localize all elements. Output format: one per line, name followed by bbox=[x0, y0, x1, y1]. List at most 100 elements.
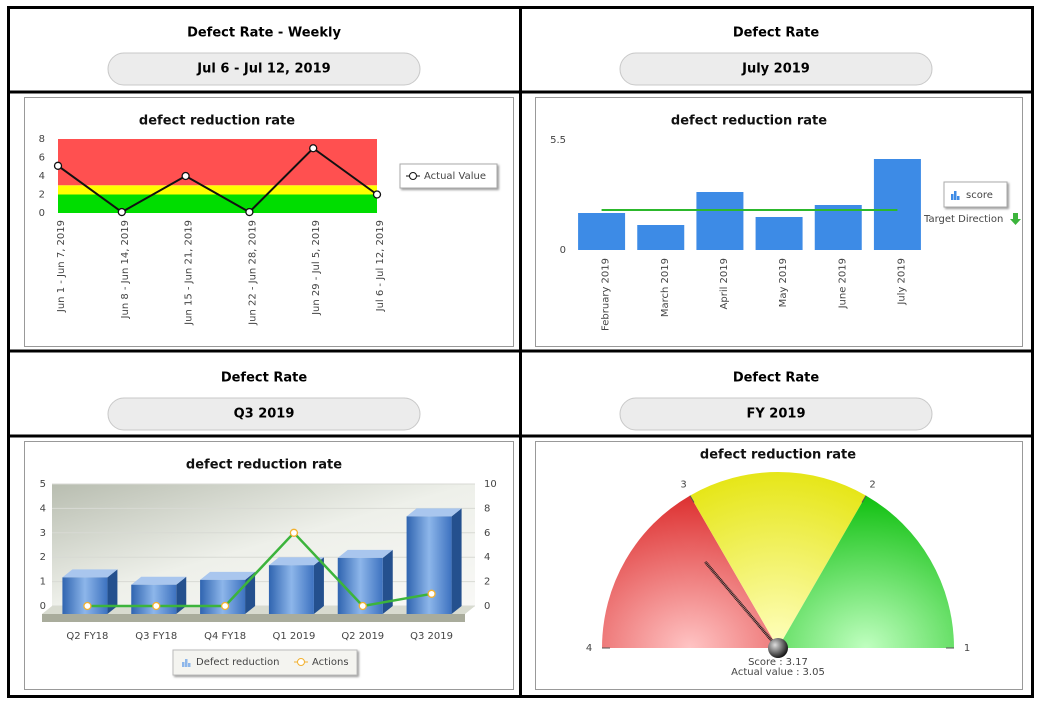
x-tick-label: July 2019 bbox=[896, 258, 907, 306]
tick-label: 4 bbox=[586, 643, 592, 654]
bar-top bbox=[200, 571, 256, 580]
x-tick-label: Jun 1 - Jun 7, 2019 bbox=[56, 220, 67, 313]
panel-title: Defect Rate bbox=[733, 371, 820, 386]
bar-side bbox=[107, 569, 118, 614]
point bbox=[117, 207, 126, 217]
y-tick-label: 6 bbox=[39, 153, 45, 164]
chart-title: defect reduction rate bbox=[186, 458, 342, 473]
bar-top bbox=[337, 549, 393, 558]
legend-box bbox=[172, 649, 358, 676]
score-text: Score :3.17 bbox=[748, 657, 808, 668]
series-line bbox=[57, 146, 378, 214]
x-tick-label: Jun 15 - Jun 21, 2019 bbox=[184, 220, 195, 326]
x-tick-label: April 2019 bbox=[719, 258, 730, 309]
x-tick-label: Jun 22 - Jun 28, 2019 bbox=[247, 220, 258, 326]
chart-box bbox=[24, 441, 514, 690]
chart-title: defect reduction rate bbox=[139, 114, 295, 129]
period-label: Jul 6 - Jul 12, 2019 bbox=[196, 62, 330, 77]
floor-edge bbox=[42, 614, 465, 622]
y-tick-label: 0 bbox=[39, 208, 45, 219]
chart-title: defect reduction rate bbox=[700, 448, 856, 463]
x-tick-label: Q2 FY18 bbox=[66, 631, 108, 642]
point bbox=[53, 161, 63, 170]
series-line bbox=[87, 530, 432, 608]
bar bbox=[696, 192, 744, 250]
legend-icon bbox=[954, 191, 957, 200]
bar-side bbox=[451, 508, 462, 614]
period-label: Q3 2019 bbox=[234, 407, 295, 422]
bar-top bbox=[131, 576, 187, 585]
legend-marker bbox=[409, 172, 417, 180]
x-tick-label: Q3 2019 bbox=[410, 631, 453, 642]
target-arrow bbox=[1010, 213, 1021, 225]
legend-icon bbox=[182, 662, 185, 667]
y2-tick-label: 6 bbox=[484, 528, 490, 539]
x-tick-label: Jul 6 - Jul 12, 2019 bbox=[375, 220, 386, 312]
bar-top bbox=[406, 508, 462, 517]
bar bbox=[755, 217, 803, 250]
x-tick-label: February 2019 bbox=[601, 258, 612, 331]
legend-label: Actions bbox=[312, 657, 349, 668]
bar-top bbox=[268, 557, 324, 566]
band bbox=[58, 139, 377, 186]
legend-label: Defect reduction bbox=[196, 657, 280, 668]
chart-box bbox=[535, 441, 1023, 690]
y2-tick-label: 10 bbox=[484, 479, 497, 490]
actual-text: Actual value : 3.05 bbox=[731, 667, 825, 678]
tick-label: 3 bbox=[680, 479, 686, 490]
y2-tick-label: 0 bbox=[484, 601, 490, 612]
chart-title: defect reduction rate bbox=[671, 114, 827, 129]
point bbox=[309, 144, 318, 153]
score-value: 3.17 bbox=[786, 657, 808, 668]
point bbox=[289, 528, 299, 537]
gauge-band bbox=[690, 472, 866, 648]
chart-box bbox=[24, 97, 514, 347]
bar bbox=[814, 205, 862, 250]
x-tick-label: Jun 8 - Jun 14, 2019 bbox=[120, 220, 131, 319]
point bbox=[220, 601, 230, 611]
x-tick-label: Q2 2019 bbox=[341, 631, 384, 642]
y-tick-label: 2 bbox=[40, 552, 46, 563]
bar bbox=[406, 516, 452, 614]
y2-tick-label: 2 bbox=[484, 577, 490, 588]
period-pill bbox=[619, 397, 933, 431]
panel-title: Defect Rate bbox=[221, 371, 308, 386]
legend-marker bbox=[297, 658, 305, 666]
y-tick-label: 4 bbox=[40, 503, 46, 514]
y2-tick-label: 8 bbox=[484, 503, 490, 514]
legend-label: score bbox=[966, 190, 993, 201]
y-tick-label: 1 bbox=[40, 577, 46, 588]
bar-top bbox=[62, 569, 118, 578]
y-tick-label: 3 bbox=[40, 528, 46, 539]
bar bbox=[131, 584, 177, 614]
bar-side bbox=[382, 549, 393, 614]
x-tick-label: Q3 FY18 bbox=[135, 631, 177, 642]
score-label: Score : bbox=[748, 657, 783, 668]
y-tick-label: 2 bbox=[39, 190, 45, 201]
bar bbox=[873, 159, 921, 250]
y-tick-label: 8 bbox=[39, 134, 45, 145]
x-tick-label: March 2019 bbox=[660, 258, 671, 317]
tick-mark bbox=[861, 495, 867, 503]
x-tick-label: Jun 29 - Jul 5, 2019 bbox=[311, 220, 322, 316]
band bbox=[58, 194, 377, 213]
point bbox=[358, 601, 367, 611]
panel-title: Defect Rate bbox=[733, 26, 820, 41]
bar bbox=[637, 225, 685, 250]
period-label: July 2019 bbox=[741, 62, 810, 77]
legend-icon bbox=[951, 194, 954, 200]
needle bbox=[704, 560, 780, 649]
legend-icon bbox=[185, 659, 188, 667]
band bbox=[58, 185, 377, 195]
bar-side bbox=[313, 557, 324, 614]
x-tick-label: Q1 2019 bbox=[272, 631, 315, 642]
y-tick-label: 0 bbox=[560, 245, 566, 256]
point bbox=[152, 601, 161, 611]
y-tick-label: 5.5 bbox=[550, 135, 566, 146]
point bbox=[372, 190, 382, 199]
period-pill bbox=[107, 52, 421, 86]
tick-mark bbox=[689, 495, 695, 503]
y2-tick-label: 4 bbox=[484, 552, 490, 563]
panel-title: Defect Rate - Weekly bbox=[187, 26, 341, 41]
